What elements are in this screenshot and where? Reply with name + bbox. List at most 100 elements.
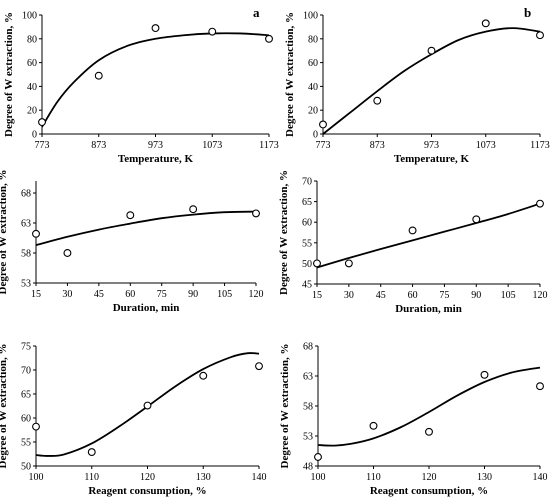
y-tick-label: 75 bbox=[21, 342, 31, 353]
x-tick-label: 100 bbox=[29, 472, 44, 483]
trend-line bbox=[317, 366, 541, 447]
x-tick-label: 140 bbox=[252, 472, 267, 483]
x-axis-label: Temperature, K bbox=[394, 153, 470, 165]
data-point bbox=[252, 209, 260, 218]
trend-line bbox=[316, 202, 541, 269]
data-point bbox=[480, 370, 489, 379]
y-axis-label: Degree of W extraction, % bbox=[278, 170, 290, 295]
x-tick-label: 873 bbox=[91, 140, 106, 151]
data-point bbox=[63, 249, 72, 257]
x-tick-label: 15 bbox=[312, 290, 322, 301]
y-tick-label: 80 bbox=[27, 34, 37, 45]
chart-panel-5: 100 110 120 130 140 50 55 60 65 70 75 Reagent consu… bbox=[0, 342, 267, 498]
x-tick-label: 60 bbox=[408, 290, 418, 301]
y-axis-label: Degree of W extraction, % bbox=[3, 12, 15, 137]
data-point bbox=[536, 31, 544, 40]
y-tick-label: 50 bbox=[21, 462, 31, 473]
chart-panel-6: 100 110 120 130 140 48 53 58 63 68 Reagent consump… bbox=[279, 342, 548, 498]
y-tick-label: 40 bbox=[308, 82, 318, 93]
x-tick-label: 120 bbox=[533, 290, 548, 301]
data-point bbox=[369, 421, 378, 430]
y-tick-label: 60 bbox=[308, 58, 318, 69]
y-tick-label: 63 bbox=[303, 372, 313, 383]
data-point bbox=[255, 362, 263, 371]
data-point bbox=[151, 24, 160, 33]
x-tick-label: 130 bbox=[477, 472, 492, 483]
data-point bbox=[313, 259, 321, 268]
data-point bbox=[319, 120, 327, 129]
x-tick-label: 30 bbox=[62, 289, 72, 300]
x-tick-label: 130 bbox=[196, 472, 211, 483]
y-axis-label: Degree of W extraction, % bbox=[0, 344, 9, 469]
data-point bbox=[87, 448, 96, 457]
y-axis-label: Degree of W extraction, % bbox=[284, 12, 296, 137]
y-tick-label: 45 bbox=[302, 280, 312, 291]
y-axis-label: Degree of W extraction, % bbox=[0, 170, 9, 295]
x-tick-label: 120 bbox=[249, 289, 264, 300]
y-tick-label: 68 bbox=[303, 342, 313, 353]
y-tick-label: 60 bbox=[21, 414, 31, 425]
y-tick-label: 80 bbox=[308, 34, 318, 45]
y-tick-label: 100 bbox=[303, 11, 318, 22]
trend-line bbox=[35, 210, 257, 247]
y-tick-label: 20 bbox=[308, 106, 318, 117]
x-tick-label: 773 bbox=[316, 140, 331, 151]
x-tick-label: 105 bbox=[217, 289, 232, 300]
data-point bbox=[189, 205, 198, 214]
y-tick-label: 60 bbox=[27, 58, 37, 69]
x-tick-label: 45 bbox=[94, 289, 104, 300]
data-point bbox=[199, 371, 208, 380]
y-tick-label: 55 bbox=[21, 438, 31, 449]
chart-panel-4: 15 30 45 60 75 90 105 120 45 50 55 60 65 70 Duration, … bbox=[278, 170, 548, 315]
data-point bbox=[472, 215, 481, 224]
data-point bbox=[126, 211, 135, 220]
x-tick-label: 873 bbox=[370, 140, 385, 151]
y-tick-label: 68 bbox=[21, 189, 31, 200]
x-tick-label: 90 bbox=[188, 289, 198, 300]
panel-label: a bbox=[253, 5, 260, 20]
x-tick-label: 120 bbox=[422, 472, 437, 483]
data-point bbox=[143, 401, 152, 410]
y-tick-label: 50 bbox=[302, 259, 312, 270]
y-tick-label: 55 bbox=[302, 238, 312, 249]
y-tick-label: 48 bbox=[303, 462, 313, 473]
y-tick-label: 0 bbox=[313, 130, 318, 141]
x-tick-label: 15 bbox=[31, 289, 41, 300]
y-tick-label: 60 bbox=[302, 218, 312, 229]
data-point bbox=[32, 229, 40, 238]
data-point bbox=[208, 27, 217, 36]
x-axis-label: Temperature, K bbox=[118, 153, 194, 165]
data-point bbox=[481, 19, 490, 28]
x-tick-label: 120 bbox=[140, 472, 155, 483]
x-tick-label: 110 bbox=[84, 472, 99, 483]
x-tick-label: 1073 bbox=[476, 140, 496, 151]
y-tick-label: 65 bbox=[21, 390, 31, 401]
x-tick-label: 60 bbox=[125, 289, 135, 300]
data-point bbox=[94, 71, 103, 80]
trend-line bbox=[41, 32, 270, 128]
y-tick-label: 53 bbox=[303, 432, 313, 443]
x-axis-label: Reagent consumption, % bbox=[88, 485, 206, 497]
data-point bbox=[408, 226, 417, 235]
data-point bbox=[536, 382, 544, 391]
x-tick-label: 105 bbox=[501, 290, 516, 301]
x-axis-label: Duration, min bbox=[395, 303, 462, 315]
y-tick-label: 70 bbox=[302, 177, 312, 188]
data-point bbox=[536, 199, 544, 208]
x-tick-label: 1073 bbox=[202, 140, 222, 151]
chart-panel-1: 773 873 973 1073 1173 0 20 40 60 80 100 Temperature… bbox=[3, 5, 279, 165]
data-point bbox=[373, 96, 382, 105]
y-tick-label: 63 bbox=[21, 219, 31, 230]
data-point bbox=[427, 46, 436, 55]
x-tick-label: 75 bbox=[439, 290, 449, 301]
chart-panel-2: 773 873 973 1073 1173 0 20 40 60 80 100 Temperature… bbox=[284, 5, 550, 165]
y-tick-label: 0 bbox=[32, 130, 37, 141]
x-axis-label: Reagent consumption, % bbox=[370, 485, 488, 497]
y-tick-label: 65 bbox=[302, 197, 312, 208]
y-tick-label: 100 bbox=[22, 11, 37, 22]
data-point bbox=[265, 34, 273, 43]
x-axis-label: Duration, min bbox=[113, 302, 180, 314]
x-tick-label: 30 bbox=[344, 290, 354, 301]
data-point bbox=[314, 453, 322, 461]
